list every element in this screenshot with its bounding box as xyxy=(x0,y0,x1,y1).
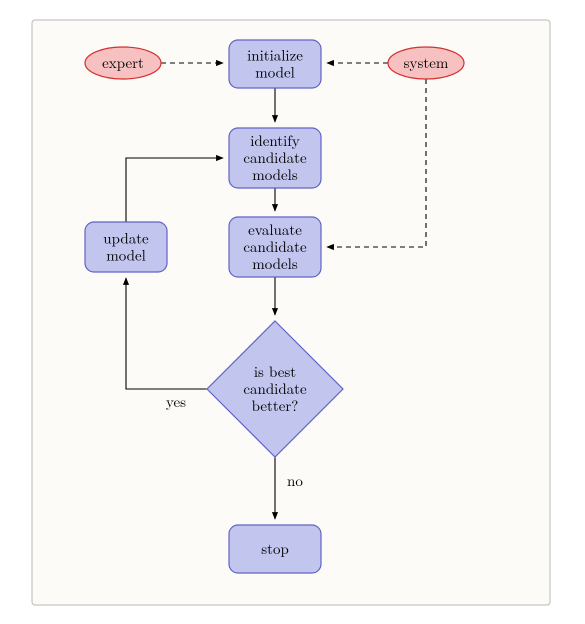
node-label-update-line1: model xyxy=(106,245,146,266)
node-label-stop-line0: stop xyxy=(261,538,289,559)
node-system: system xyxy=(388,47,464,79)
edge-label-decision-to-stop: no xyxy=(287,470,303,491)
node-label-decision-line2: better? xyxy=(252,395,299,416)
node-evaluate: evaluatecandidatemodels xyxy=(229,217,321,277)
edge-label-decision-to-update: yes xyxy=(166,391,186,412)
node-expert: expert xyxy=(85,47,161,79)
node-stop: stop xyxy=(229,525,321,573)
node-label-expert: expert xyxy=(102,52,144,73)
node-label-system: system xyxy=(404,52,449,73)
node-identify: identifycandidatemodels xyxy=(229,128,321,188)
node-update: updatemodel xyxy=(85,222,167,272)
diagram-frame xyxy=(32,20,550,605)
node-label-initialize-line1: model xyxy=(255,62,295,83)
node-initialize: initializemodel xyxy=(229,40,321,88)
node-label-identify-line2: models xyxy=(252,164,298,185)
node-label-evaluate-line2: models xyxy=(252,253,298,274)
